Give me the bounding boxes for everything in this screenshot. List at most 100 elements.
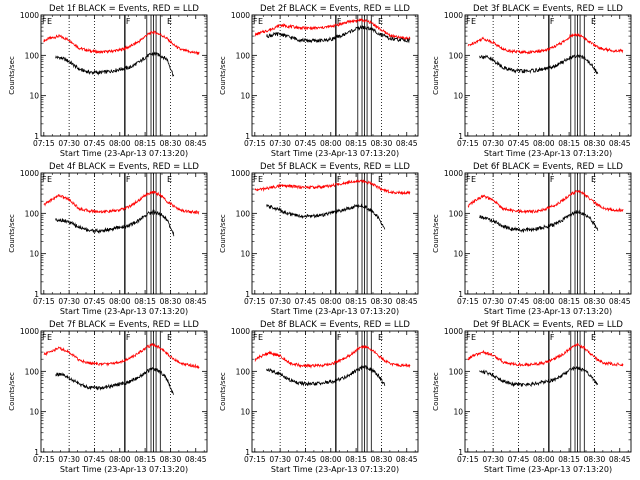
x-tick-label: 08:30 bbox=[584, 297, 606, 306]
x-tick-label: 07:15 bbox=[33, 139, 55, 148]
plot-frame bbox=[40, 172, 208, 295]
y-tick-label: 100 bbox=[25, 209, 40, 218]
y-tick-label: 1000 bbox=[231, 169, 250, 178]
y-axis-label: Counts/sec bbox=[432, 56, 440, 95]
x-tick-label: 07:45 bbox=[84, 297, 106, 306]
y-axis-label: Counts/sec bbox=[432, 372, 440, 411]
plot-frame bbox=[251, 14, 419, 137]
series-line-lld bbox=[467, 342, 624, 368]
series-line-events bbox=[266, 25, 411, 44]
event-marker-label: E bbox=[471, 17, 476, 26]
x-tick-label: 08:15 bbox=[558, 297, 580, 306]
event-marker-label: F bbox=[337, 17, 342, 26]
y-tick-label: 1000 bbox=[444, 169, 463, 178]
y-tick-label: 1 bbox=[34, 448, 39, 457]
y-tick-label: 1 bbox=[458, 448, 463, 457]
x-tick-label: 08:45 bbox=[609, 139, 631, 148]
event-marker-label: F bbox=[42, 17, 47, 26]
x-tick-label: 08:30 bbox=[160, 139, 182, 148]
x-tick-label: 07:15 bbox=[244, 455, 266, 464]
y-axis-label: Counts/sec bbox=[432, 214, 440, 253]
plot-frame bbox=[251, 172, 419, 295]
event-marker-label: F bbox=[42, 333, 47, 342]
x-axis-label: Start Time (23-Apr-13 07:13:20) bbox=[484, 307, 612, 316]
panel-det-2: Det 2f BLACK = Events, RED = LLD Counts/s… bbox=[219, 4, 419, 158]
panel-title: Det 7f BLACK = Events, RED = LLD bbox=[49, 320, 199, 330]
y-tick-label: 1 bbox=[458, 290, 463, 299]
x-tick-label: 08:00 bbox=[109, 297, 131, 306]
x-axis-label: Start Time (23-Apr-13 07:13:20) bbox=[271, 149, 399, 158]
event-marker-label: E bbox=[591, 17, 596, 26]
x-axis-label: Start Time (23-Apr-13 07:13:20) bbox=[60, 149, 188, 158]
x-tick-label: 08:45 bbox=[185, 455, 207, 464]
x-tick-label: 08:30 bbox=[371, 297, 393, 306]
x-tick-label: 08:15 bbox=[345, 139, 367, 148]
x-tick-label: 08:30 bbox=[371, 455, 393, 464]
x-tick-label: 07:30 bbox=[58, 139, 80, 148]
x-tick-label: 08:45 bbox=[396, 455, 418, 464]
event-marker-label: E bbox=[167, 17, 172, 26]
series-line-lld bbox=[43, 190, 200, 215]
event-marker-label: E bbox=[378, 17, 383, 26]
y-tick-label: 100 bbox=[449, 209, 464, 218]
plot-frame bbox=[464, 14, 632, 137]
plot-frame bbox=[464, 330, 632, 453]
y-tick-label: 1 bbox=[34, 132, 39, 141]
series-line-lld bbox=[467, 32, 624, 55]
event-marker-label: F bbox=[42, 175, 47, 184]
x-tick-label: 08:00 bbox=[320, 297, 342, 306]
series-line-lld bbox=[467, 189, 624, 215]
y-axis-label: Counts/sec bbox=[8, 56, 16, 95]
series-line-events bbox=[266, 365, 386, 387]
event-marker-label: E bbox=[47, 175, 52, 184]
x-tick-label: 07:30 bbox=[482, 297, 504, 306]
panel-title: Det 1f BLACK = Events, RED = LLD bbox=[49, 4, 199, 14]
x-tick-label: 07:45 bbox=[295, 455, 317, 464]
series-line-lld bbox=[43, 30, 200, 56]
event-marker-label: F bbox=[253, 17, 258, 26]
panel-det-9: Det 9f BLACK = Events, RED = LLD Counts/s… bbox=[432, 320, 632, 474]
panel-det-8: Det 8f BLACK = Events, RED = LLD Counts/s… bbox=[219, 320, 419, 474]
x-tick-label: 07:15 bbox=[457, 455, 479, 464]
y-tick-label: 1 bbox=[34, 290, 39, 299]
x-tick-label: 08:45 bbox=[396, 139, 418, 148]
x-tick-label: 08:30 bbox=[371, 139, 393, 148]
event-marker-label: E bbox=[471, 333, 476, 342]
series-line-events bbox=[266, 203, 386, 230]
panel-det-5: Det 5f BLACK = Events, RED = LLD Counts/s… bbox=[219, 162, 419, 316]
y-tick-label: 100 bbox=[449, 51, 464, 60]
x-tick-label: 08:15 bbox=[558, 455, 580, 464]
x-axis-label: Start Time (23-Apr-13 07:13:20) bbox=[484, 465, 612, 474]
event-marker-label: F bbox=[466, 17, 471, 26]
x-tick-label: 08:00 bbox=[533, 455, 555, 464]
x-tick-label: 07:30 bbox=[482, 455, 504, 464]
x-tick-label: 07:15 bbox=[33, 297, 55, 306]
x-tick-label: 08:00 bbox=[533, 297, 555, 306]
panel-det-6: Det 6f BLACK = Events, RED = LLD Counts/s… bbox=[432, 162, 632, 316]
panel-det-4: Det 4f BLACK = Events, RED = LLD Counts/s… bbox=[8, 162, 208, 316]
y-tick-label: 1000 bbox=[20, 11, 39, 20]
series-line-events bbox=[479, 53, 599, 75]
event-marker-label: F bbox=[126, 175, 131, 184]
x-tick-label: 08:30 bbox=[584, 139, 606, 148]
y-tick-label: 1 bbox=[245, 290, 250, 299]
panel-title: Det 3f BLACK = Events, RED = LLD bbox=[473, 4, 623, 14]
x-tick-label: 07:45 bbox=[295, 297, 317, 306]
y-tick-label: 100 bbox=[236, 209, 251, 218]
series-line-events bbox=[479, 209, 599, 234]
panel-title: Det 9f BLACK = Events, RED = LLD bbox=[473, 320, 623, 330]
y-tick-label: 1000 bbox=[444, 11, 463, 20]
x-tick-label: 07:30 bbox=[482, 139, 504, 148]
event-marker-label: F bbox=[253, 175, 258, 184]
x-tick-label: 08:45 bbox=[396, 297, 418, 306]
event-marker-label: F bbox=[337, 175, 342, 184]
x-tick-label: 08:15 bbox=[558, 139, 580, 148]
event-marker-label: E bbox=[378, 175, 383, 184]
x-tick-label: 08:45 bbox=[609, 297, 631, 306]
panel-det-7: Det 7f BLACK = Events, RED = LLD Counts/s… bbox=[8, 320, 208, 474]
y-tick-label: 10 bbox=[29, 408, 39, 417]
y-tick-label: 100 bbox=[236, 51, 251, 60]
x-tick-label: 08:45 bbox=[185, 139, 207, 148]
x-axis-label: Start Time (23-Apr-13 07:13:20) bbox=[60, 465, 188, 474]
